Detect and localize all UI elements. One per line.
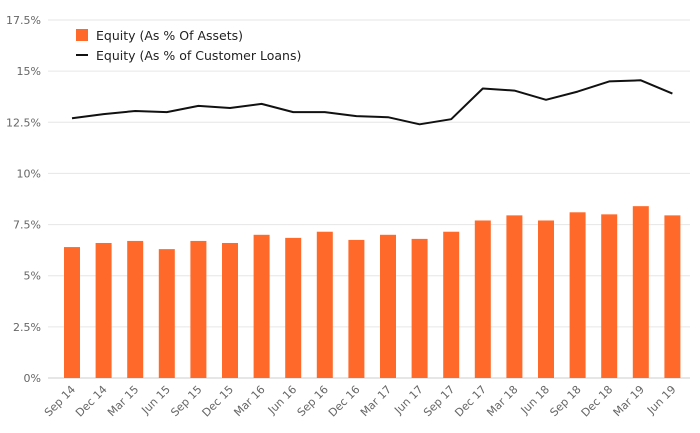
x-tick-label: Dec 14	[73, 383, 110, 420]
bar	[158, 249, 175, 378]
bar	[474, 220, 491, 378]
y-tick-label: 15%	[17, 65, 41, 78]
x-tick-label: Jun 15	[138, 383, 172, 417]
series-line-equity-loans	[71, 79, 673, 126]
bar	[64, 247, 80, 378]
y-tick-label: 17.5%	[6, 14, 41, 27]
x-tick-label: Jun 17	[391, 383, 425, 417]
line-layer	[71, 79, 673, 126]
x-tick-label: Mar 16	[231, 383, 267, 419]
x-tick-label: Jun 18	[518, 383, 552, 417]
bar	[443, 231, 460, 378]
bar	[348, 239, 365, 378]
y-tick-label: 0%	[24, 372, 41, 385]
bar	[538, 220, 554, 378]
bar	[95, 242, 112, 378]
grid-layer	[48, 19, 690, 379]
y-axis: 0% 2.5% 5% 7.5% 10% 12.5% 15% 17.5%	[6, 14, 41, 385]
x-tick-label: Sep 16	[295, 383, 331, 419]
y-tick-label: 5%	[24, 270, 41, 283]
x-tick-label: Mar 18	[484, 383, 520, 419]
bar	[664, 215, 681, 378]
legend-label-equity-loans: Equity (As % of Customer Loans)	[96, 48, 301, 63]
bar	[411, 238, 428, 378]
x-tick-label: Mar 15	[105, 383, 141, 419]
x-tick-label: Sep 14	[42, 383, 78, 419]
x-tick-label: Dec 16	[326, 383, 363, 420]
x-tick-label: Jun 16	[265, 383, 299, 417]
bar	[601, 214, 618, 378]
bar	[127, 240, 144, 378]
x-tick-label: Mar 19	[611, 383, 647, 419]
x-tick-label: Sep 17	[421, 383, 457, 419]
bar	[316, 231, 333, 378]
x-tick-label: Dec 15	[200, 383, 237, 420]
bar	[190, 240, 207, 378]
y-tick-label: 2.5%	[13, 321, 41, 334]
bar	[569, 212, 586, 378]
x-tick-label: Jun 19	[644, 383, 678, 417]
bar	[632, 206, 649, 378]
x-tick-label: Dec 17	[452, 383, 489, 420]
bar	[380, 234, 396, 378]
bar	[222, 242, 238, 378]
x-tick-label: Sep 18	[547, 383, 583, 419]
bar	[285, 237, 302, 378]
x-tick-label: Dec 18	[579, 383, 616, 420]
bar	[253, 234, 270, 378]
y-tick-label: 12.5%	[6, 116, 41, 129]
x-tick-label: Sep 15	[168, 383, 204, 419]
bar	[506, 215, 523, 378]
x-tick-label: Mar 17	[358, 383, 394, 419]
legend-swatch-equity-assets	[76, 29, 88, 41]
y-tick-label: 10%	[17, 167, 41, 180]
y-tick-label: 7.5%	[13, 219, 41, 232]
bars-layer	[64, 206, 681, 378]
legend-label-equity-assets: Equity (As % Of Assets)	[96, 28, 243, 43]
legend: Equity (As % Of Assets) Equity (As % of …	[76, 28, 301, 63]
